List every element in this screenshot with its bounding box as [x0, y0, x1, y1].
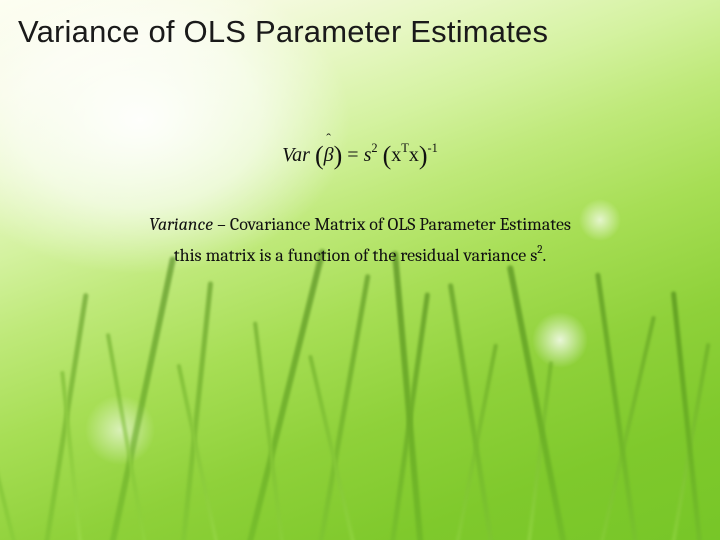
residual-text: this matrix is a function of the residua… [174, 245, 530, 266]
close-paren-1: ) [334, 141, 343, 170]
s-squared-sup: 2 [371, 141, 377, 155]
explanation-text: Variance – Covariance Matrix of OLS Para… [0, 210, 720, 271]
s-squared-sup-2: 2 [537, 243, 542, 256]
covariance-text: Covariance Matrix of OLS Parameter Estim… [230, 214, 571, 235]
hat-symbol: ˆ [326, 133, 331, 147]
var-label: Var [282, 144, 310, 166]
text-line-1: Variance – Covariance Matrix of OLS Para… [0, 210, 720, 241]
background-grass [0, 240, 720, 540]
text-line-2: this matrix is a function of the residua… [0, 241, 720, 272]
beta-hat: ˆβ [324, 143, 334, 167]
x-transpose-2: x [409, 144, 419, 166]
open-paren-2: ( [383, 141, 392, 170]
dash: – [213, 214, 230, 235]
open-paren-1: ( [315, 141, 324, 170]
beta-symbol: β [324, 144, 334, 166]
inverse-sup: -1 [427, 141, 437, 155]
formula: Var (ˆβ) = s2 (xTx)-1 [0, 140, 720, 179]
variance-word: Variance [149, 214, 213, 235]
period: . [543, 245, 547, 266]
equals-sign: = [347, 144, 358, 166]
variance-equation: Var (ˆβ) = s2 (xTx)-1 [0, 140, 720, 171]
slide-title: Variance of OLS Parameter Estimates [18, 14, 702, 50]
x-transpose-1: x [391, 144, 401, 166]
transpose-T: T [401, 141, 409, 155]
slide: Variance of OLS Parameter Estimates Var … [0, 0, 720, 540]
